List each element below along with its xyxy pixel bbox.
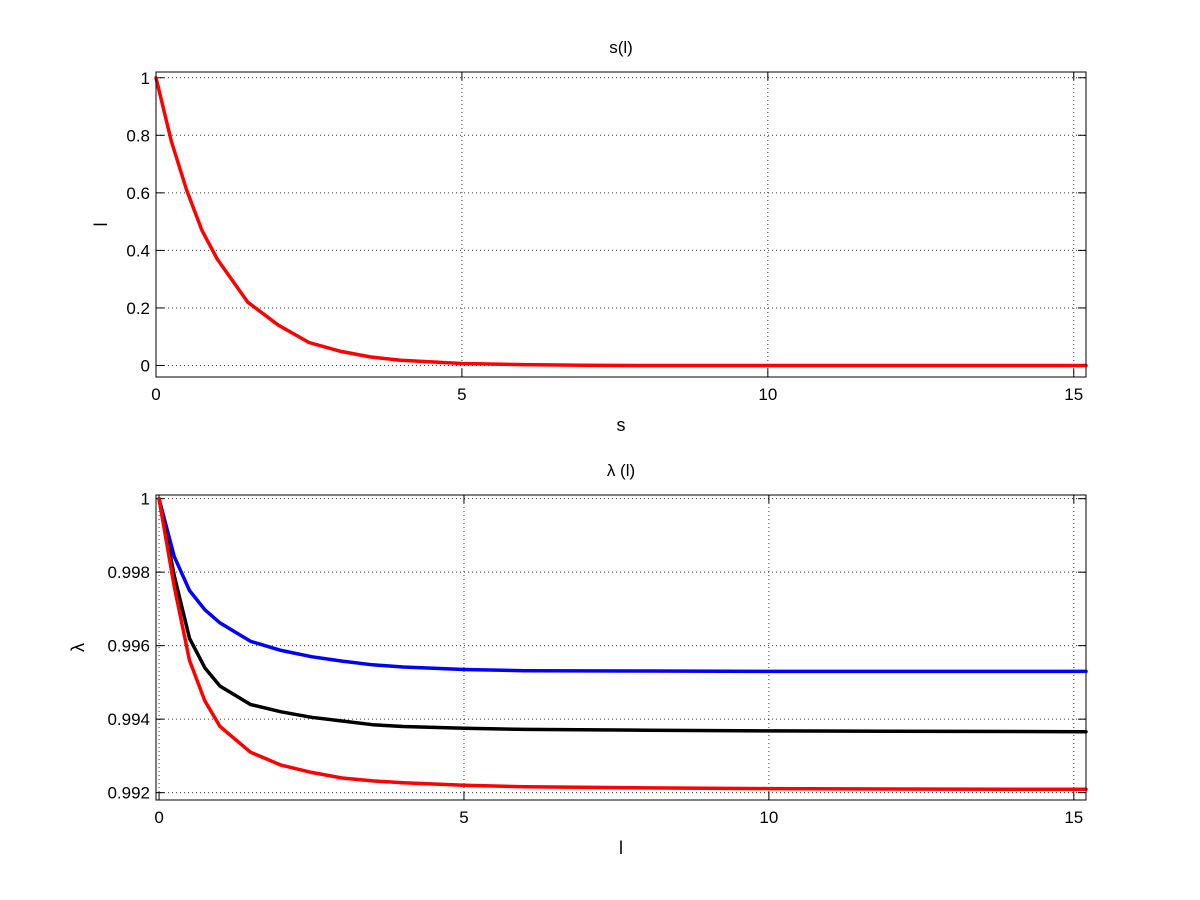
chart-1-plot-area xyxy=(156,72,1086,377)
chart-2-x-tick-label: 5 xyxy=(459,808,468,827)
chart-1-y-tick-label: 0.2 xyxy=(126,299,150,318)
chart-1-y-tick-label: 0 xyxy=(141,356,150,375)
chart-2-y-tick-label: 0.992 xyxy=(107,784,150,803)
chart-2-y-tick-label: 0.994 xyxy=(107,710,150,729)
chart-2-x-tick-label: 0 xyxy=(154,808,163,827)
chart-1-y-tick-label: 0.6 xyxy=(126,184,150,203)
chart-2-x-tick-label: 15 xyxy=(1064,808,1083,827)
chart-2-title: λ (l) xyxy=(607,461,635,480)
chart-1-y-tick-label: 0.4 xyxy=(126,241,150,260)
chart-1-axes-box xyxy=(155,71,1087,378)
chart-1-x-tick-label: 15 xyxy=(1064,385,1083,404)
chart-2-x-tick-label: 10 xyxy=(759,808,778,827)
chart-2-series-line-3 xyxy=(157,496,1088,792)
chart-1-x-tick-label: 10 xyxy=(758,385,777,404)
chart-1-series-line-1 xyxy=(154,76,1088,368)
chart-1-x-tick-label: 0 xyxy=(151,385,160,404)
chart-1-y-tick-label: 1 xyxy=(141,69,150,88)
chart-2-x-axis-label: l xyxy=(619,838,623,858)
chart-1-x-axis-label: s xyxy=(617,415,626,435)
chart-1-y-tick-label: 0.8 xyxy=(126,126,150,145)
chart-2-plot-area xyxy=(156,495,1086,800)
chart-2-y-tick-label: 1 xyxy=(141,490,150,509)
chart-2-axes-box xyxy=(155,494,1087,801)
chart-1-y-axis-label: l xyxy=(91,223,111,227)
chart-2-y-axis-label: λ xyxy=(68,643,88,652)
chart-1-title: s(l) xyxy=(609,38,633,57)
chart-2-y-tick-label: 0.996 xyxy=(107,637,150,656)
chart-2-y-tick-label: 0.998 xyxy=(107,563,150,582)
chart-2-series-line-1 xyxy=(157,496,1088,674)
chart-2-series-line-2 xyxy=(157,496,1088,734)
chart-1-x-tick-label: 5 xyxy=(457,385,466,404)
